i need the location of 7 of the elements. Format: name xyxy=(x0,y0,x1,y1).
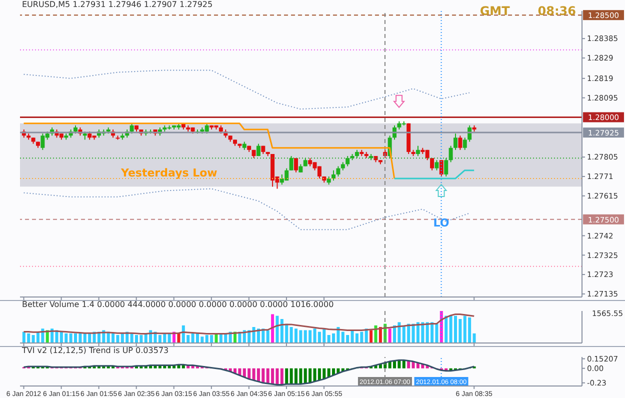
chart-title: EURUSD,M5 1.27931 1.27946 1.27907 1.27925 xyxy=(22,0,213,9)
annotation: GMT xyxy=(480,4,510,18)
annotation: 08:36 xyxy=(538,4,576,18)
chart-title: Better Volume 1.4 0.0000 444.0000 0.0000 0.0000 0.0000 0.0000 1016.0000 xyxy=(22,300,334,309)
chart-title: TVI v2 (12,12,5) Trend is UP 0.03573 xyxy=(22,346,169,355)
annotation: Yesterdays Low xyxy=(120,166,218,180)
annotation: LO xyxy=(433,216,450,230)
